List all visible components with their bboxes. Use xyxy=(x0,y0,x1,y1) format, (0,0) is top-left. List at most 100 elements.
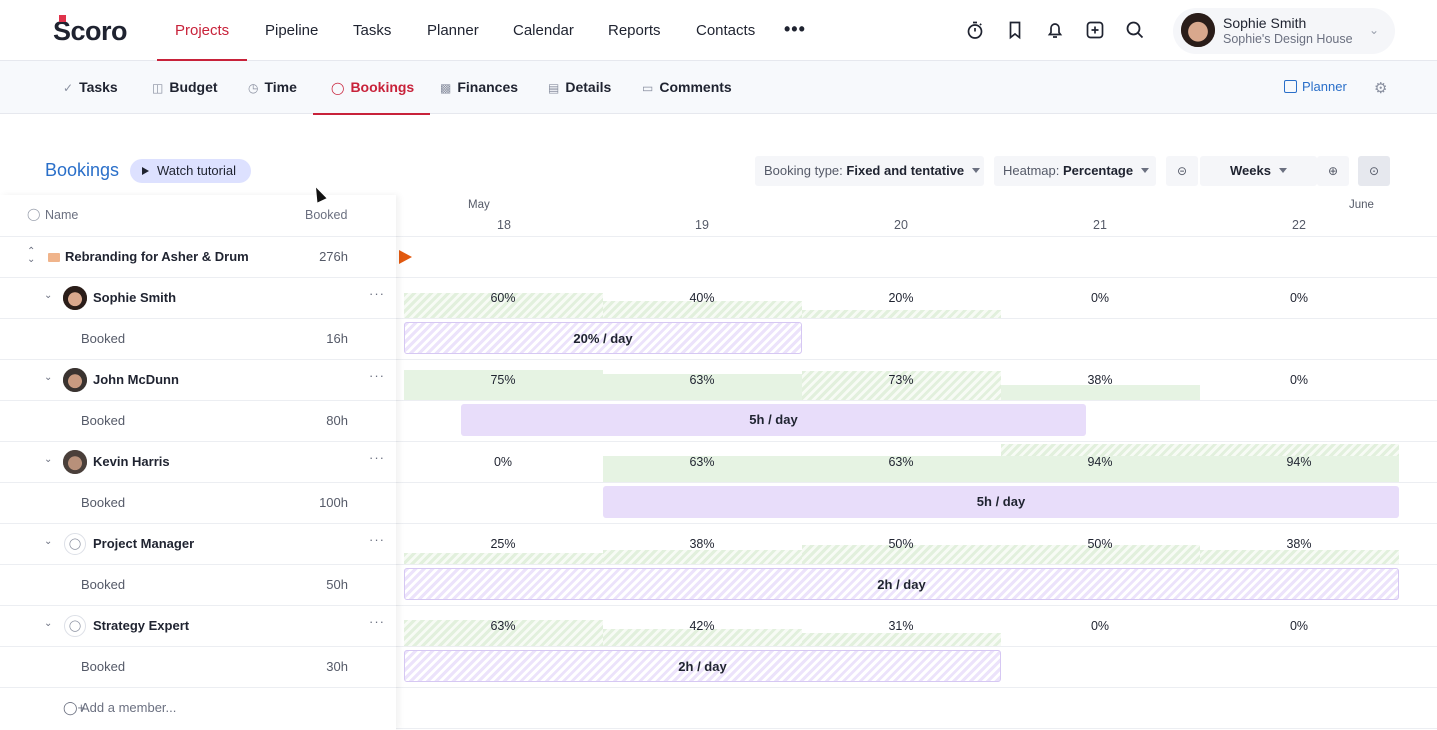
stopwatch-icon[interactable] xyxy=(965,20,985,40)
planner-link-label: Planner xyxy=(1302,79,1347,94)
member-row[interactable]: ⌄ Kevin Harris ··· xyxy=(0,441,396,482)
booking-bar[interactable]: 5h / day xyxy=(603,486,1399,518)
tab-finances[interactable]: ▩ Finances xyxy=(440,61,518,114)
clock-icon: ◷ xyxy=(248,81,259,95)
heatmap-percentage: 31% xyxy=(888,619,914,633)
tab-budget[interactable]: ◫ Budget xyxy=(152,61,218,114)
gear-icon[interactable]: ⚙ xyxy=(1374,80,1388,97)
chevron-down-icon[interactable]: ⌄ xyxy=(44,290,53,301)
search-icon[interactable] xyxy=(1125,20,1145,40)
heatmap-percentage: 20% xyxy=(888,291,914,305)
planner-link[interactable]: Planner xyxy=(1284,79,1347,94)
tab-bookings[interactable]: ◯ Bookings xyxy=(312,61,431,115)
column-header-booked[interactable]: Booked xyxy=(305,208,348,222)
booking-bar[interactable]: 2h / day xyxy=(404,568,1399,600)
more-options-icon[interactable]: ··· xyxy=(369,450,385,465)
avatar xyxy=(63,286,87,310)
tab-time[interactable]: ◷ Time xyxy=(248,61,297,114)
booking-type-select[interactable]: Booking type: Fixed and tentative xyxy=(755,156,984,186)
week-label: 18 xyxy=(497,218,511,232)
add-member-row[interactable]: ◯+ Add a member... xyxy=(0,687,396,728)
nav-projects[interactable]: Projects xyxy=(156,0,248,61)
page-title: Bookings xyxy=(45,160,120,180)
member-row[interactable]: ⌄ Sophie Smith ··· xyxy=(0,277,396,318)
tab-details-label: Details xyxy=(565,79,612,95)
nav-tasks[interactable]: Tasks xyxy=(353,22,392,39)
project-booked-hours: 276h xyxy=(319,249,348,264)
row-divider xyxy=(396,277,1437,278)
booked-row: Booked 80h xyxy=(0,400,396,441)
chevron-down-icon[interactable]: ⌄ xyxy=(44,372,53,383)
heatmap-percentage: 63% xyxy=(689,373,715,387)
watch-tutorial-button[interactable]: Watch tutorial xyxy=(130,159,251,183)
zoom-in-icon[interactable]: ⊕ xyxy=(1317,156,1349,186)
more-options-icon[interactable]: ··· xyxy=(369,286,385,301)
heatmap-cell xyxy=(404,553,603,564)
nav-contacts[interactable]: Contacts xyxy=(696,22,756,39)
heatmap-cell xyxy=(404,293,603,318)
planner-icon xyxy=(1284,80,1297,93)
project-start-flag-icon xyxy=(399,250,412,264)
tab-time-label: Time xyxy=(264,79,297,95)
role-row[interactable]: ⌄ ◯ Strategy Expert ··· xyxy=(0,605,396,646)
booked-hours: 30h xyxy=(326,659,348,674)
more-options-icon[interactable]: ··· xyxy=(369,614,385,629)
heatmap-cell xyxy=(802,371,1001,400)
heatmap-label: Heatmap: xyxy=(1003,163,1060,178)
heatmap-percentage: 0% xyxy=(1289,291,1309,305)
tab-tasks-label: Tasks xyxy=(79,79,118,95)
scoro-logo[interactable]: Scoro xyxy=(53,15,128,47)
zoom-reset-icon[interactable]: ⊙ xyxy=(1358,156,1390,186)
heatmap-select[interactable]: Heatmap: Percentage xyxy=(994,156,1156,186)
more-options-icon[interactable]: ··· xyxy=(369,368,385,383)
bookmark-icon[interactable] xyxy=(1005,20,1025,40)
zoom-out-icon[interactable]: ⊝ xyxy=(1166,156,1198,186)
booking-bar[interactable]: 5h / day xyxy=(461,404,1086,436)
booked-label: Booked xyxy=(81,495,126,510)
play-icon xyxy=(142,167,149,175)
heatmap-percentage: 0% xyxy=(1090,619,1110,633)
month-label: June xyxy=(1349,199,1374,211)
chevron-down-icon[interactable]: ⌄ xyxy=(44,454,53,465)
nav-calendar[interactable]: Calendar xyxy=(513,22,574,39)
column-header-name[interactable]: Name xyxy=(45,208,79,222)
comment-icon: ▭ xyxy=(642,81,654,95)
tab-comments[interactable]: ▭ Comments xyxy=(642,61,732,114)
member-row[interactable]: ⌄ John McDunn ··· xyxy=(0,359,396,400)
more-menu-icon[interactable]: ••• xyxy=(784,19,806,39)
add-member-link[interactable]: Add a member... xyxy=(81,700,177,715)
heatmap-percentage: 38% xyxy=(1087,373,1113,387)
booking-bar[interactable]: 2h / day xyxy=(404,650,1001,682)
booked-hours: 16h xyxy=(326,331,348,346)
tab-budget-label: Budget xyxy=(169,79,218,95)
row-divider xyxy=(396,605,1437,606)
bell-icon[interactable] xyxy=(1045,20,1065,40)
member-name: Sophie Smith xyxy=(93,290,177,305)
role-row[interactable]: ⌄ ◯ Project Manager ··· xyxy=(0,523,396,564)
heatmap-cell xyxy=(1001,444,1399,456)
tab-details[interactable]: ▤ Details xyxy=(548,61,611,114)
bookings-list: ◯ Name Booked ⌃ ⌄ Rebranding for Asher & … xyxy=(0,195,396,730)
tab-tasks[interactable]: ✓ Tasks xyxy=(63,61,118,114)
user-menu[interactable]: Sophie Smith Sophie's Design House ⌄ xyxy=(1173,8,1395,54)
project-name: Rebranding for Asher & Drum xyxy=(65,249,249,264)
expand-collapse-icon[interactable]: ⌃ ⌄ xyxy=(27,246,36,265)
period-select[interactable]: Weeks xyxy=(1200,156,1317,186)
chevron-down-icon[interactable]: ⌄ xyxy=(44,536,53,547)
nav-reports[interactable]: Reports xyxy=(608,22,661,39)
row-divider xyxy=(396,482,1437,483)
add-person-icon: ◯ xyxy=(27,207,41,221)
heatmap-percentage: 0% xyxy=(1289,619,1309,633)
document-icon: ▤ xyxy=(548,81,560,95)
nav-planner[interactable]: Planner xyxy=(427,22,479,39)
finances-icon: ▩ xyxy=(440,81,452,95)
project-row[interactable]: ⌃ ⌄ Rebranding for Asher & Drum 276h xyxy=(0,236,396,277)
more-options-icon[interactable]: ··· xyxy=(369,532,385,547)
chevron-down-icon[interactable]: ⌄ xyxy=(44,618,53,629)
booking-bar[interactable]: 20% / day xyxy=(404,322,802,354)
nav-pipeline[interactable]: Pipeline xyxy=(265,22,319,39)
heatmap-percentage: 94% xyxy=(1087,455,1113,469)
heatmap-cell xyxy=(1001,456,1399,482)
month-label: May xyxy=(468,199,490,211)
plus-square-icon[interactable] xyxy=(1085,20,1105,40)
